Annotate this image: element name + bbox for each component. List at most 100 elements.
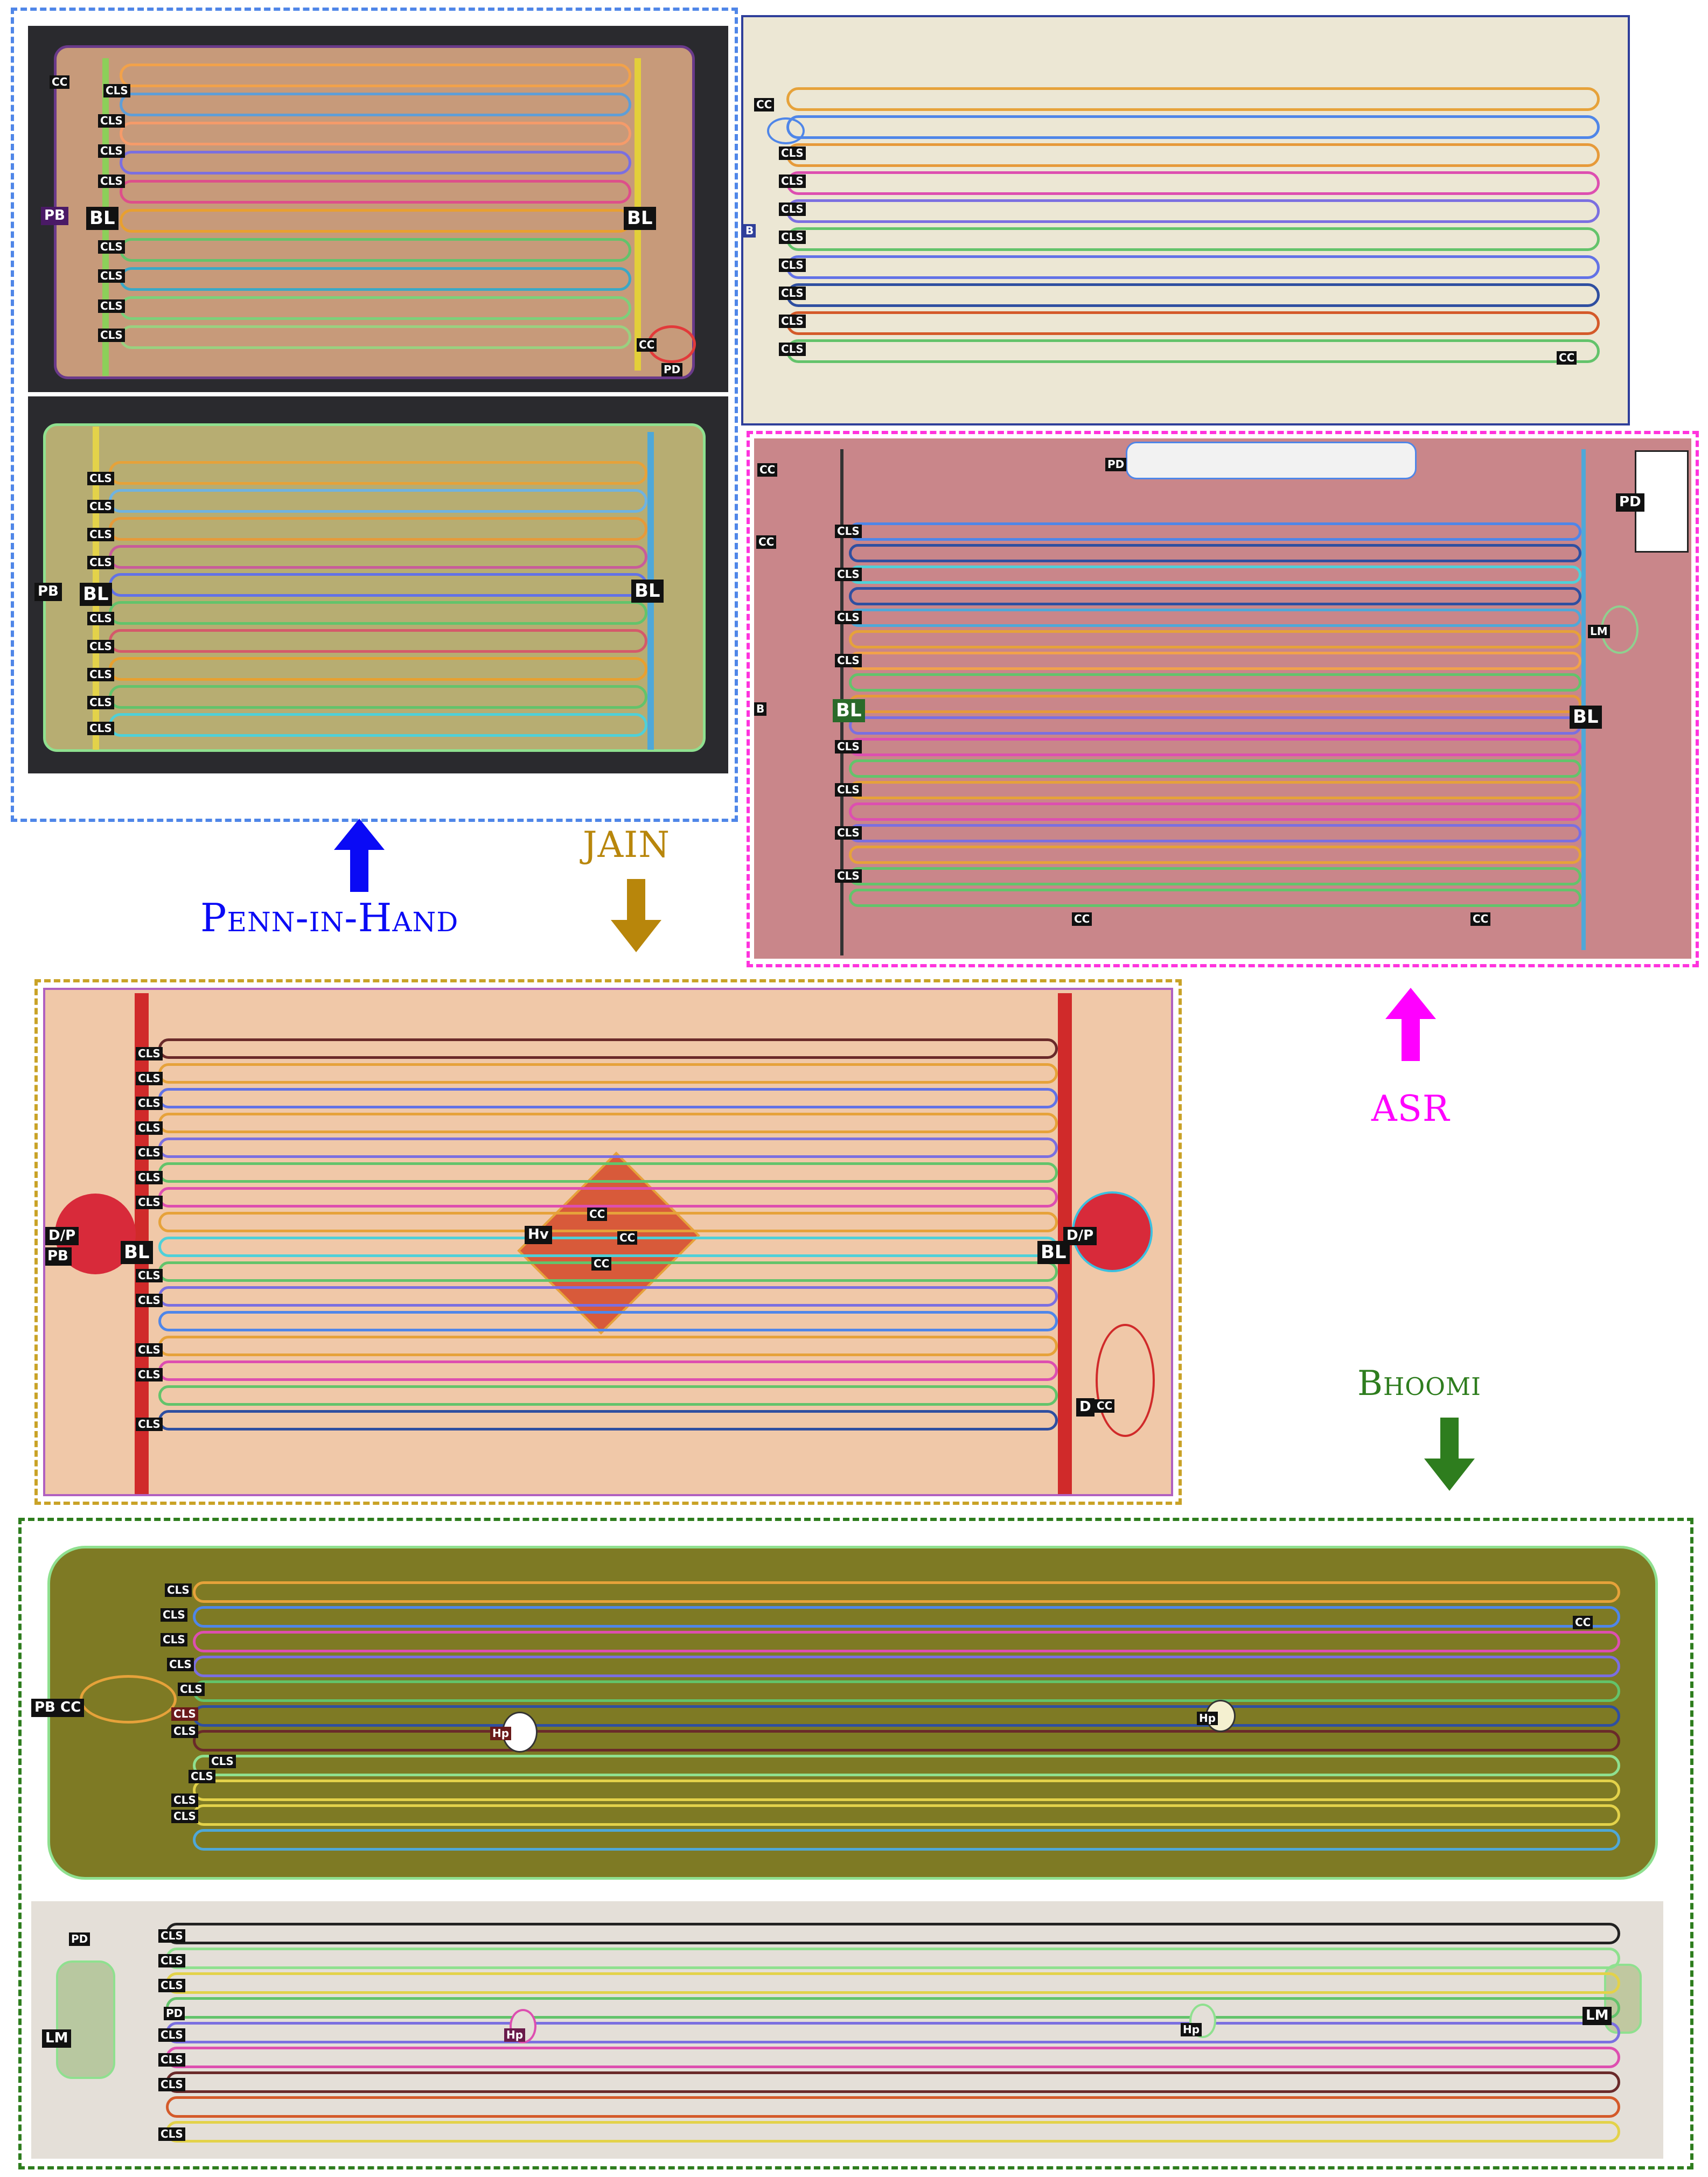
tag-cls: CLS (835, 654, 862, 667)
tag-cc: CC (1573, 1616, 1593, 1629)
tag-cls: CLS (158, 1929, 185, 1943)
tag-cls: CLS (158, 2053, 185, 2067)
tag-pb: PB (34, 583, 62, 601)
tag-cc: CC (1470, 912, 1491, 926)
tag-cls: CLS (835, 611, 862, 624)
leaf-page-region (43, 423, 706, 752)
tag-hp: Hp (504, 2028, 526, 2042)
bhoomi-group (18, 1518, 1693, 2169)
tag-cls: CLS (835, 740, 862, 753)
tag-cls: CLS (779, 175, 806, 188)
tag-cc: CC (57, 1699, 85, 1717)
tag-cls: CLS (136, 1171, 163, 1184)
tag-cls: CLS (171, 1707, 198, 1721)
tag-cls: CLS (87, 696, 114, 709)
tag-cls: CLS (87, 668, 114, 681)
bhoomi-palm-leaf-2: PD LM LM PD Hp Hp CLS CLS CLS CLS CLS CL… (31, 1901, 1663, 2159)
tag-cc: CC (754, 98, 775, 111)
tag-cls: CLS (98, 299, 125, 313)
bhoomi-arrow-shaft (1440, 1418, 1459, 1461)
tag-cls: CLS (136, 1343, 163, 1357)
tag-cls: CLS (835, 525, 862, 538)
penn-manuscript-leaf-1: CC PB BL BL CLS CLS CLS CLS CLS CLS CLS … (28, 26, 728, 392)
tag-lm: LM (1582, 2007, 1612, 2025)
tag-cls: CLS (136, 1269, 163, 1282)
tag-cls: CLS (87, 640, 114, 653)
tag-pd: PD (1616, 493, 1644, 512)
tag-cc: CC (591, 1257, 612, 1271)
tag-cls: CLS (779, 203, 806, 216)
tag-cls: CLS (835, 826, 862, 840)
jain-manuscript-leaf: D/P PB BL Hv CC CC CC D/P BL D CC CLS CL… (43, 988, 1173, 1496)
jain-caption: JAIN (583, 824, 670, 866)
arrow-down-icon (611, 920, 661, 952)
tag-cls: CLS (87, 472, 114, 485)
tag-cls: CLS (158, 2078, 185, 2091)
penn-manuscript-leaf-2: PB BL BL CLS CLS CLS CLS CLS CLS CLS CLS… (28, 396, 728, 773)
tag-cls: CLS (87, 722, 114, 735)
tag-cls: CLS (189, 1770, 215, 1783)
tag-hp: Hp (1181, 2023, 1202, 2036)
jain-arrow-shaft (627, 879, 645, 922)
tag-pb: PB (45, 1247, 72, 1266)
tag-cls: CLS (136, 1047, 163, 1060)
tag-cls: CLS (158, 2127, 185, 2141)
tag-pb: PB (31, 1699, 59, 1717)
tag-cls: CLS (158, 1954, 185, 1967)
tag-cls: CLS (136, 1146, 163, 1160)
tag-cc: CC (1557, 351, 1577, 365)
tag-hv: Hv (525, 1226, 552, 1244)
tag-cls: CLS (171, 1725, 198, 1738)
penn-arrow-shaft (350, 848, 368, 892)
tag-lm: LM (42, 2029, 72, 2048)
tag-cls: CLS (98, 114, 125, 128)
tag-cls: CLS (136, 1097, 163, 1110)
tag-cc: CC (50, 75, 70, 89)
tag-dp-right: D/P (1063, 1227, 1097, 1245)
tag-cls: CLS (136, 1196, 163, 1209)
tag-cc: CC (587, 1208, 608, 1221)
leaf-page-region (54, 45, 695, 379)
bhoomi-palm-leaf-1: PB CC CC Hp Hp CLS CLS CLS CLS CLS CLS C… (31, 1530, 1663, 1896)
tag-cls: CLS (779, 343, 806, 356)
tag-pb: PB (41, 207, 68, 225)
tag-cls: CLS (98, 175, 125, 188)
tag-cc: CC (756, 535, 777, 549)
tag-hp: Hp (490, 1727, 512, 1740)
tag-cls: CLS (136, 1294, 163, 1307)
penn-manuscript-leaf-3: CC B CLS CLS CLS CLS CLS CLS CLS CLS CC (741, 15, 1630, 425)
tag-cls: CLS (98, 144, 125, 158)
tag-cls: CLS (161, 1633, 187, 1646)
arrow-up-icon (334, 819, 385, 850)
tag-cls: CLS (779, 146, 806, 160)
tag-cls: CLS (835, 869, 862, 883)
tag-pd: PD (661, 363, 683, 376)
tag-cc: CC (757, 463, 778, 477)
tag-hp: Hp (1197, 1712, 1218, 1725)
arrow-up-icon (1385, 988, 1436, 1019)
tag-cc: CC (617, 1231, 638, 1245)
tag-bl-left: BL (833, 699, 865, 723)
tag-cls: CLS (161, 1608, 187, 1622)
tag-cls: CLS (87, 528, 114, 541)
tag-bl-right: BL (631, 580, 664, 603)
tag-cls: CLS (835, 568, 862, 581)
asr-manuscript-leaf: CC PD PD CC LM B BL BL CLS CLS CLS CLS C… (754, 438, 1691, 959)
tag-b: B (754, 702, 767, 716)
tag-cls: CLS (136, 1368, 163, 1381)
tag-bl-right: BL (1570, 706, 1602, 729)
tag-dp-left: D/P (45, 1227, 79, 1245)
tag-cls: CLS (167, 1658, 194, 1671)
tag-cls: CLS (171, 1794, 198, 1807)
tag-cls: CLS (87, 556, 114, 569)
right-border-line (1581, 449, 1586, 950)
tag-cls: CLS (165, 1583, 192, 1597)
tag-cls: CLS (779, 259, 806, 272)
tag-cls: CLS (136, 1072, 163, 1085)
penn-in-hand-caption: Penn-in-Hand (200, 895, 459, 940)
asr-group (747, 431, 1699, 967)
tag-cc: CC (637, 338, 657, 352)
tag-b: B (743, 224, 756, 238)
tag-cls: CLS (178, 1683, 205, 1696)
tag-cls: CLS (98, 329, 125, 342)
